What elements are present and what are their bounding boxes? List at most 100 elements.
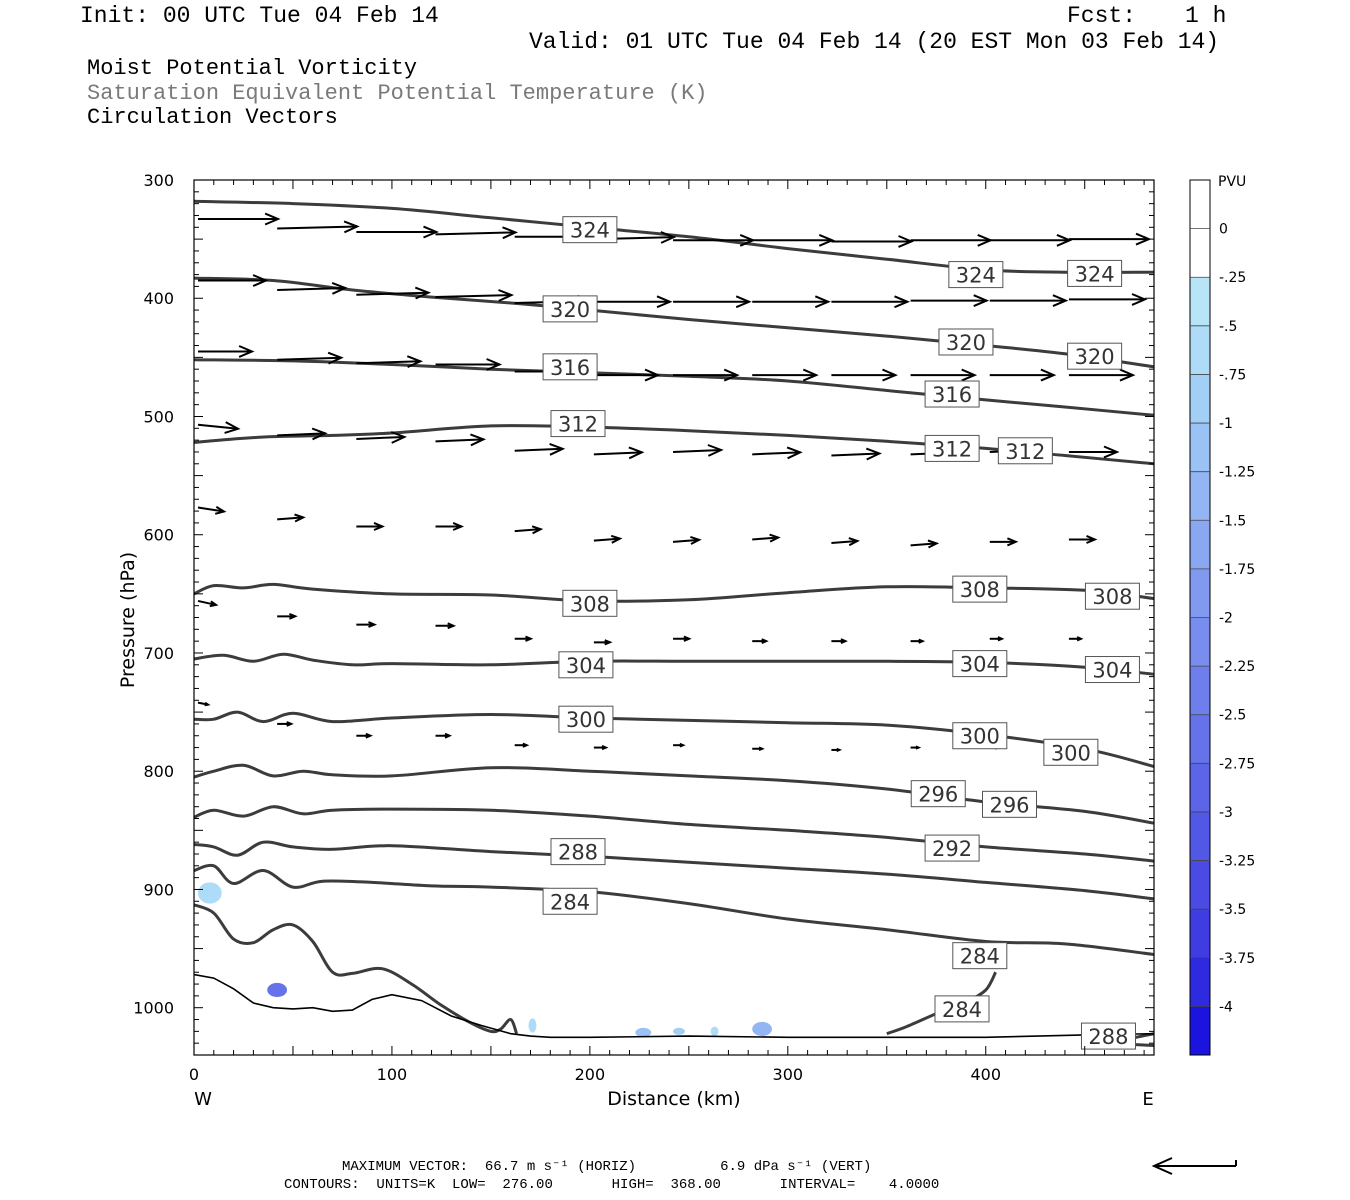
field-title-mpv: Moist Potential Vorticity [87,56,418,81]
contour-label-text: 308 [1092,585,1132,609]
colorbar-title: PVU [1218,174,1246,190]
contour-label: 324 [948,261,1004,289]
contour-label-box [924,434,980,462]
circulation-vector [831,368,898,382]
circulation-vector [197,701,211,707]
contour-label: 284 [542,887,598,915]
vector-head [915,745,922,750]
vector-head [683,635,692,642]
contour-label: 308 [1084,582,1140,610]
contour-label-text: 320 [1075,345,1115,369]
isentrope-316 [194,358,1154,417]
circulation-vector [356,225,439,239]
contour-label: 300 [558,705,614,733]
contour-label-box [1084,656,1140,684]
isentrope-286 [194,903,519,1035]
contour-label: 312 [924,434,980,462]
vector-head [735,295,752,309]
circulation-vector [514,635,534,642]
vector-head [444,732,453,739]
contour-label-text: 316 [550,356,590,380]
contour-label-text: 300 [1051,741,1091,765]
vector-head [498,289,515,302]
pv-patch [635,1027,652,1038]
vector-head [894,295,910,309]
contour-label-box [924,380,980,408]
circulation-vector [593,639,613,646]
vector-head [214,505,227,515]
circulation-vector [593,446,645,460]
contour-label-box [938,328,994,356]
vector-shaft [593,537,620,542]
circulation-vector [752,295,831,309]
circulation-vector [673,368,740,382]
vector-head [525,635,534,642]
colorbar-bin [1190,617,1210,667]
colorbar-label: -1.75 [1219,562,1255,578]
contour-label-text: 308 [960,578,1000,602]
y-tick-label: 600 [143,526,174,545]
circulation-vector [435,622,457,630]
colorbar-label: -3.25 [1219,854,1255,870]
circulation-vector [197,421,241,434]
contour-label-box [558,651,614,679]
circulation-vector [831,295,910,309]
colorbar-bin [1190,909,1210,959]
circulation-vector [1068,232,1152,246]
vector-shaft [593,451,642,456]
isentrope-308 [194,582,1154,603]
circulation-vector [989,636,1005,642]
isentrope-324 [194,199,1154,274]
pv-patch [673,1027,685,1035]
circulation-vector [197,505,227,515]
circulation-vector [1068,293,1148,306]
circulation-vector [831,747,843,753]
vector-head [522,742,530,748]
circulation-vector [356,355,423,369]
colorbar-bin [1190,811,1210,862]
reference-vector-arrow [1151,1157,1237,1175]
circulation-vector [673,635,692,642]
isentrope-288 [194,840,1154,901]
contour-label: 316 [542,353,598,381]
circulation-vector [197,599,219,608]
contour-label-box [934,995,990,1023]
vector-head [628,446,645,460]
colorbar-label: -4 [1219,999,1233,1015]
contour-label-box [558,705,614,733]
max-vector-note: MAXIMUM VECTOR: 66.7 m s⁻¹ (HORIZ) 6.9 d… [342,1159,872,1175]
contour-label-box [997,437,1053,465]
x-tick-label: 400 [970,1065,1001,1084]
contour-label-text: 324 [1075,262,1115,286]
circulation-vector [673,444,724,457]
contour-label: 324 [562,216,618,244]
contour-label-box [1067,259,1123,287]
vector-head [660,231,677,244]
colorbar-label: -2.75 [1219,756,1255,772]
contour-label-text: 284 [960,945,1000,969]
vector-head [502,226,519,240]
vector-head [610,534,623,544]
vector-shaft [514,447,563,452]
vector-shaft [356,291,429,296]
isentrope-300 [194,710,1154,768]
contour-label-text: 288 [1088,1025,1128,1049]
circulation-vector [277,220,360,234]
vector-head [531,525,544,535]
circulation-vector [435,521,465,531]
vector-head [758,746,765,752]
circulation-vector [673,295,752,309]
pv-patch [267,982,288,998]
colorbar-bin [1190,1006,1210,1056]
circulation-vector [593,744,609,751]
circulation-vector [989,537,1019,547]
colorbar-label: -1.5 [1219,513,1246,529]
circulation-vector [435,732,453,739]
vector-shaft [277,286,346,291]
vector-head [1103,445,1120,459]
contour-label-text: 316 [932,383,972,407]
circulation-vector [277,427,328,441]
circulation-vector [356,286,431,300]
circulation-vector [514,742,530,748]
contour-label-text: 304 [566,654,606,678]
